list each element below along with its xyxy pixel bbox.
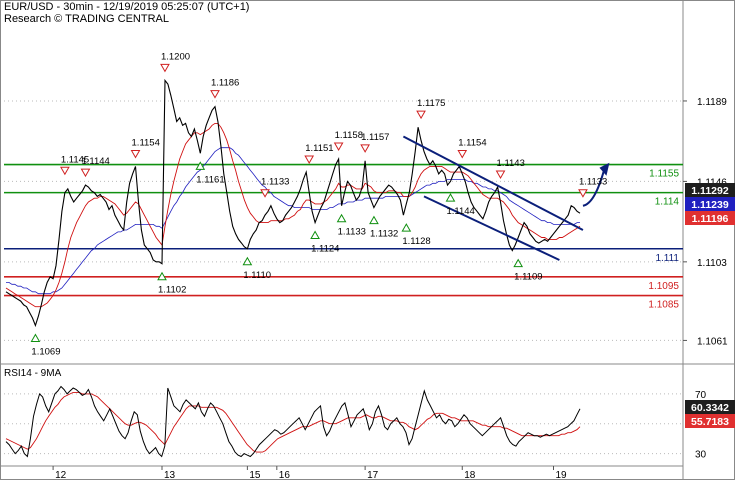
low-marker <box>513 258 524 268</box>
x-tick-label: 12 <box>55 470 67 480</box>
high-marker <box>260 189 270 198</box>
high-label: 1.1175 <box>417 98 445 109</box>
high-marker <box>160 63 170 73</box>
current-slow-ma-box: 1.11239 <box>691 199 729 211</box>
price-series <box>5 78 610 328</box>
low-marker <box>242 256 253 266</box>
projection-arrow-head <box>599 162 610 176</box>
research-credit: Research © TRADING CENTRAL <box>4 13 169 25</box>
axis-labels: 1.11891.11461.11031.10617050301213151617… <box>52 97 728 480</box>
high-label: 1.1143 <box>497 158 525 169</box>
high-marker <box>304 155 315 165</box>
high-marker <box>495 170 506 180</box>
channel-upper-line <box>402 135 584 231</box>
x-tick-label: 19 <box>556 470 568 480</box>
high-label: 1.1186 <box>211 78 239 89</box>
channel-lower-line <box>423 195 560 261</box>
x-tick-label: 16 <box>279 470 291 480</box>
projection-arrow-line <box>582 168 606 207</box>
x-tick-label: 15 <box>249 470 261 480</box>
slow-ma-line <box>6 147 580 295</box>
current-price-box-bg <box>685 183 735 197</box>
low-label: 1.1102 <box>158 285 186 296</box>
low-marker <box>445 193 456 202</box>
high-marker <box>578 189 588 198</box>
low-label: 1.1110 <box>243 270 271 281</box>
y-tick-label: 1.1061 <box>697 336 728 347</box>
low-label: 1.1069 <box>31 346 60 357</box>
low-label: 1.1128 <box>402 236 430 247</box>
low-label: 1.1144 <box>446 206 474 217</box>
rsi-title: RSI14 - 9MA <box>4 368 62 379</box>
price-line <box>5 78 581 328</box>
y-tick-label: 1.1189 <box>697 97 727 108</box>
high-label: 1.1154 <box>458 137 486 148</box>
high-label: 1.1133 <box>579 177 607 188</box>
rsi-line <box>5 385 581 458</box>
low-label: 1.1161 <box>196 174 224 185</box>
high-marker <box>130 149 141 159</box>
high-label: 1.1154 <box>132 137 160 148</box>
low-marker <box>157 271 167 281</box>
low-marker <box>401 223 412 232</box>
low-marker <box>369 215 379 225</box>
level-label: 1.1155 <box>649 169 679 180</box>
low-label: 1.1109 <box>514 272 542 283</box>
high-label: 1.1200 <box>161 51 190 62</box>
high-label: 1.1158 <box>335 130 363 141</box>
high-marker <box>80 168 91 178</box>
level-label: 1.1085 <box>648 300 679 311</box>
current-value-boxes: 1.11292 1.11239 1.11196 60.3342 55.7183 <box>685 183 735 428</box>
level-label: 1.1095 <box>648 281 679 292</box>
low-marker <box>195 161 206 170</box>
rsi-ma-line <box>5 391 581 453</box>
rsi-panel <box>5 385 581 458</box>
high-marker <box>333 142 344 151</box>
level-label: 1.114 <box>655 197 680 208</box>
low-marker <box>336 213 347 223</box>
current-fast-ma-box: 1.11196 <box>692 213 729 225</box>
level-label: 1.111 <box>655 253 679 264</box>
high-label: 1.1144 <box>81 156 109 167</box>
high-marker <box>416 110 426 120</box>
high-label: 1.1145 <box>61 154 89 165</box>
support-resistance-levels: 1.1155 1.114 1.111 1.1095 1.1085 <box>4 163 683 311</box>
x-tick-label: 18 <box>464 470 476 480</box>
chart-title: EUR/USD - 30min - 12/19/2019 05:25:07 (U… <box>4 1 250 13</box>
high-marker <box>360 144 370 153</box>
current-rsi-box-bg <box>685 400 735 414</box>
x-tick-label: 13 <box>164 470 176 480</box>
low-label: 1.1133 <box>338 227 366 238</box>
current-rsi-ma-box: 55.7183 <box>691 416 729 428</box>
y-tick-label: 1.1103 <box>697 258 727 269</box>
rsi-tick-label: 70 <box>695 390 707 401</box>
current-rsi-ma-box-bg <box>685 414 735 428</box>
current-slow-ma-box-bg <box>685 197 735 211</box>
low-label: 1.1132 <box>370 229 398 240</box>
high-label: 1.1157 <box>361 132 389 143</box>
high-marker <box>210 90 220 99</box>
y-tick-label: 1.1146 <box>697 177 727 188</box>
rsi-tick-label: 30 <box>695 450 707 461</box>
current-rsi-box: 60.3342 <box>691 402 729 414</box>
high-marker <box>60 166 70 176</box>
low-label: 1.1124 <box>311 244 339 255</box>
x-tick-label: 17 <box>367 470 379 480</box>
current-fast-ma-box-bg <box>685 211 735 225</box>
high-label: 1.1151 <box>305 143 333 154</box>
current-price-box: 1.11292 <box>691 185 729 197</box>
high-marker <box>457 149 468 159</box>
low-marker <box>310 230 320 240</box>
low-marker <box>30 333 41 342</box>
fast-ma-line <box>5 122 581 308</box>
high-label: 1.1133 <box>261 177 289 188</box>
